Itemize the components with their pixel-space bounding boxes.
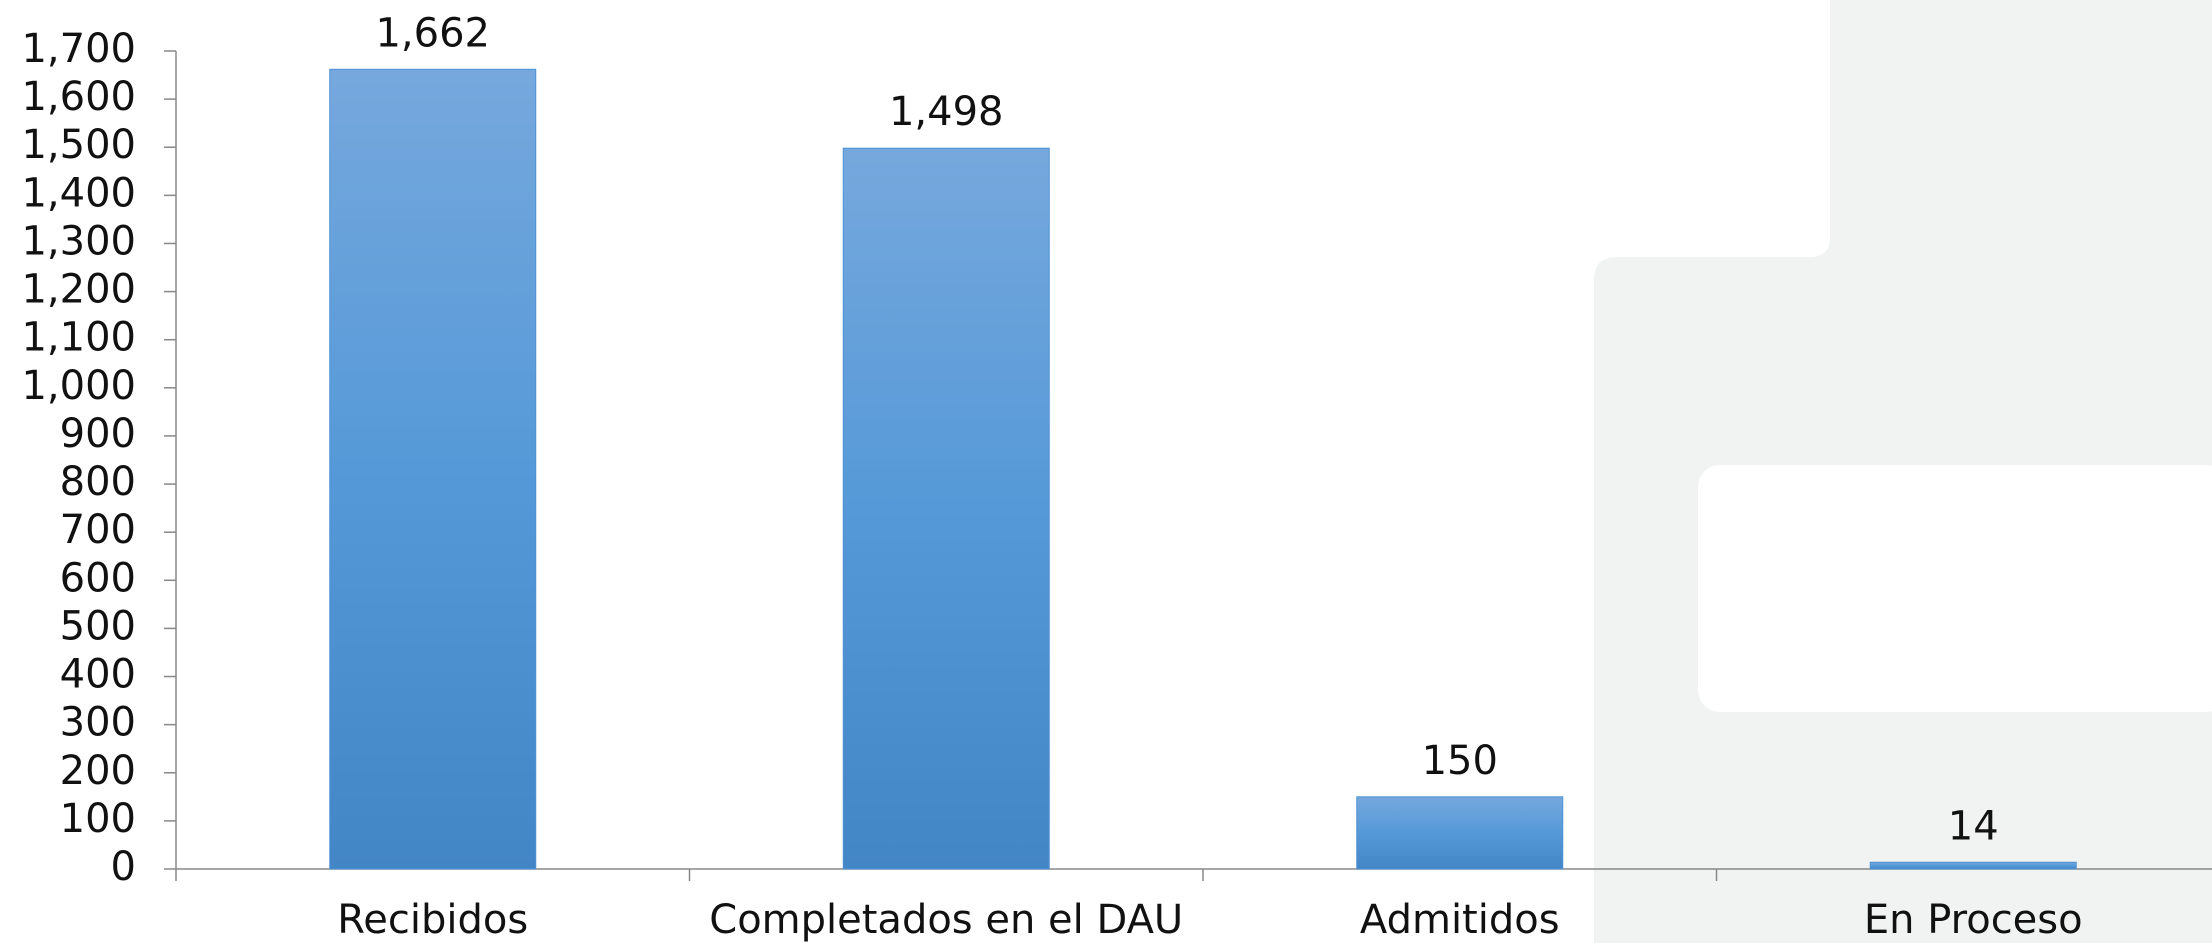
y-tick-label: 900 [60, 411, 136, 457]
y-tick-label: 1,500 [21, 122, 136, 168]
bar [1869, 861, 2077, 870]
background-panel [1698, 465, 2212, 712]
data-label: 1,498 [889, 89, 1004, 135]
bar [842, 147, 1050, 870]
data-label: 14 [1948, 803, 1999, 849]
bar [329, 68, 537, 870]
data-label: 150 [1422, 738, 1498, 784]
y-tick-label: 600 [60, 555, 136, 601]
y-tick-label: 100 [60, 796, 136, 842]
y-tick-label: 1,400 [21, 170, 136, 216]
bar [1356, 796, 1564, 870]
y-tick-label: 500 [60, 603, 136, 649]
y-tick-label: 1,100 [21, 315, 136, 361]
y-tick-label: 700 [60, 507, 136, 553]
y-tick-label: 1,700 [21, 26, 136, 72]
x-tick-label: En Proceso [1864, 897, 2083, 943]
y-tick-label: 800 [60, 459, 136, 505]
y-tick-label: 1,000 [21, 363, 136, 409]
x-tick-label: Completados en el DAU [709, 897, 1183, 943]
x-tick-label: Recibidos [337, 897, 528, 943]
data-label: 1,662 [375, 10, 490, 56]
y-tick-label: 1,300 [21, 218, 136, 264]
y-tick-label: 1,600 [21, 74, 136, 120]
y-tick-label: 400 [60, 652, 136, 698]
y-tick-label: 300 [60, 700, 136, 746]
x-tick-label: Admitidos [1360, 897, 1560, 943]
y-tick-label: 200 [60, 748, 136, 794]
y-tick-label: 1,200 [21, 267, 136, 313]
y-tick-label: 0 [111, 844, 136, 890]
